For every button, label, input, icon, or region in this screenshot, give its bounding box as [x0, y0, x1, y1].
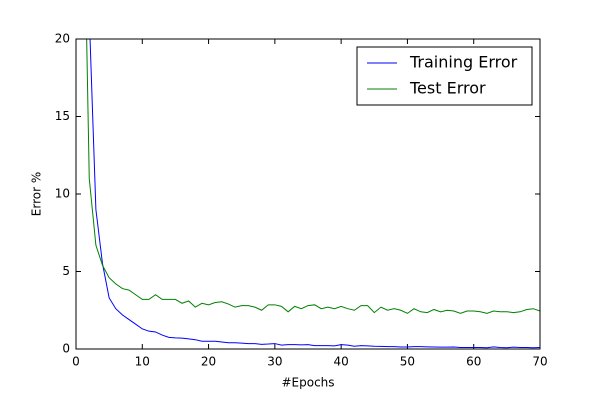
plot-area	[86, 39, 540, 349]
y-tick-label: 20	[55, 32, 70, 46]
x-tick-label: 20	[201, 355, 216, 369]
y-tick-label: 5	[62, 264, 70, 278]
x-tick-label: 70	[532, 355, 547, 369]
x-tick-label: 50	[400, 355, 415, 369]
series-line	[89, 39, 540, 349]
series-line	[86, 39, 540, 314]
y-tick-label: 10	[55, 187, 70, 201]
y-axis-label: Error %	[30, 172, 44, 216]
legend-label: Test Error	[409, 79, 486, 98]
x-tick-label: 0	[72, 355, 80, 369]
x-tick-label: 60	[466, 355, 481, 369]
y-tick-label: 0	[62, 342, 70, 356]
plot-frame	[75, 38, 541, 350]
x-tick-label: 10	[135, 355, 150, 369]
legend-label: Training Error	[409, 53, 518, 72]
x-axis-label: #Epochs	[281, 376, 334, 390]
x-tick-label: 30	[267, 355, 282, 369]
legend-box	[356, 46, 533, 106]
y-tick-label: 15	[55, 109, 70, 123]
x-tick-label: 40	[334, 355, 349, 369]
